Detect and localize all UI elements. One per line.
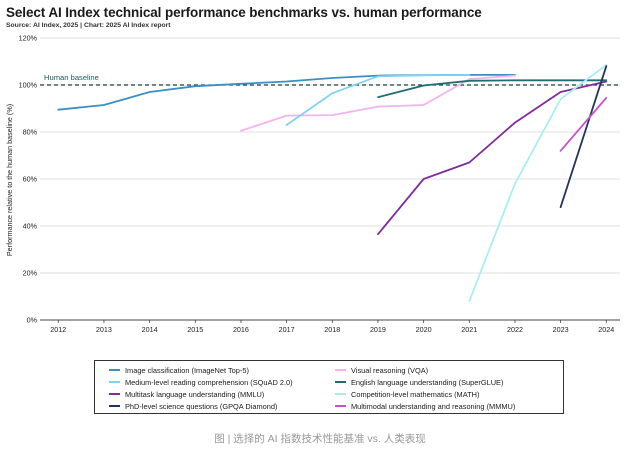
x-tick-label: 2021: [461, 325, 477, 334]
series-line-6: [559, 65, 608, 209]
legend-label: Multimodal understanding and reasoning (…: [351, 401, 516, 411]
x-tick-label: 2023: [553, 325, 569, 334]
legend-swatch: [335, 405, 346, 407]
x-tick-label: 2024: [598, 325, 614, 334]
legend-label: English language understanding (SuperGLU…: [351, 377, 504, 387]
legend-label: Medium-level reading comprehension (SQuA…: [125, 377, 293, 387]
legend-label: Multitask language understanding (MMLU): [125, 389, 265, 399]
chart-title: Select AI Index technical performance be…: [6, 5, 482, 20]
x-tick-label: 2022: [507, 325, 523, 334]
legend-swatch: [109, 393, 120, 395]
legend-item: Visual reasoning (VQA): [335, 365, 428, 375]
series-line-5: [468, 64, 608, 303]
legend-swatch: [109, 405, 120, 407]
x-tick-label: 2020: [416, 325, 432, 334]
y-tick-label: 20%: [23, 269, 38, 278]
y-tick-label: 60%: [23, 175, 38, 184]
y-tick-label: 100%: [19, 81, 38, 90]
chart-subtitle: Source: AI Index, 2025 | Chart: 2025 AI …: [6, 22, 171, 29]
legend-swatch: [109, 369, 120, 371]
line-chart: 0%20%40%60%80%100%120% 2012 2013 2014 2015 2…: [5, 34, 620, 334]
series-line-4: [377, 80, 608, 236]
grid-lines: [40, 37, 620, 321]
x-tick-label: 2014: [142, 325, 158, 334]
x-tick-label: 2016: [233, 325, 249, 334]
legend: Image classification (ImageNet Top-5) Vis…: [94, 360, 564, 414]
y-tick-label: 80%: [23, 128, 38, 137]
baseline-label: Human baseline: [44, 73, 99, 82]
legend-label: PhD-level science questions (GPQA Diamon…: [125, 401, 278, 411]
legend-item: PhD-level science questions (GPQA Diamon…: [109, 401, 277, 411]
x-tick-label: 2018: [324, 325, 340, 334]
legend-label: Image classification (ImageNet Top-5): [125, 365, 249, 375]
legend-swatch: [335, 381, 346, 383]
y-tick-label: 40%: [23, 222, 38, 231]
x-tick-label: 2019: [370, 325, 386, 334]
legend-label: Visual reasoning (VQA): [351, 365, 429, 375]
y-tick-labels: 0% 20% 40% 60% 80% 100% 120%: [19, 34, 38, 325]
legend-item: English language understanding (SuperGLU…: [335, 377, 503, 387]
human-baseline: Human baseline: [40, 73, 620, 86]
legend-item: Multimodal understanding and reasoning (…: [335, 401, 515, 411]
x-tick-label: 2013: [96, 325, 112, 334]
x-tick-label: 2012: [50, 325, 66, 334]
x-tick-labels: 2012 2013 2014 2015 2016 2017 2018 2019 2020 2021…: [50, 320, 614, 334]
legend-label: Competition-level mathematics (MATH): [351, 389, 480, 399]
legend-swatch: [335, 393, 346, 395]
figure-caption: 图 | 选择的 AI 指数技术性能基准 vs. 人类表现: [214, 433, 426, 445]
series-line-3: [377, 79, 608, 99]
series-lines: [57, 64, 608, 303]
legend-item: Medium-level reading comprehension (SQuA…: [109, 377, 293, 387]
series-line-7: [559, 97, 608, 152]
legend-item: Competition-level mathematics (MATH): [335, 389, 479, 399]
legend-item: Image classification (ImageNet Top-5): [109, 365, 249, 375]
y-axis-label: Performance relative to the human baseli…: [5, 104, 14, 256]
legend-item: Multitask language understanding (MMLU): [109, 389, 264, 399]
series-line-2: [285, 74, 471, 126]
series-line-1: [239, 74, 516, 132]
legend-swatch: [335, 369, 346, 371]
x-tick-label: 2015: [187, 325, 203, 334]
x-tick-label: 2017: [279, 325, 295, 334]
y-tick-label: 0%: [27, 316, 38, 325]
y-tick-label: 120%: [19, 34, 38, 43]
legend-swatch: [109, 381, 120, 383]
